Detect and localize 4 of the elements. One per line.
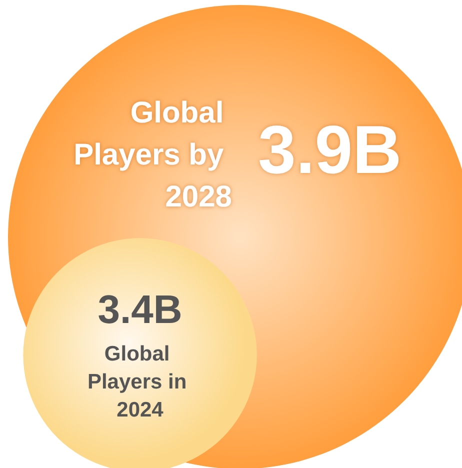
category-label: Global Players by 2028 (74, 96, 232, 214)
data-label: 3.9B (258, 112, 402, 188)
data-label: 3.4B (98, 288, 182, 332)
category-label: Global Players in 2024 (87, 342, 193, 422)
